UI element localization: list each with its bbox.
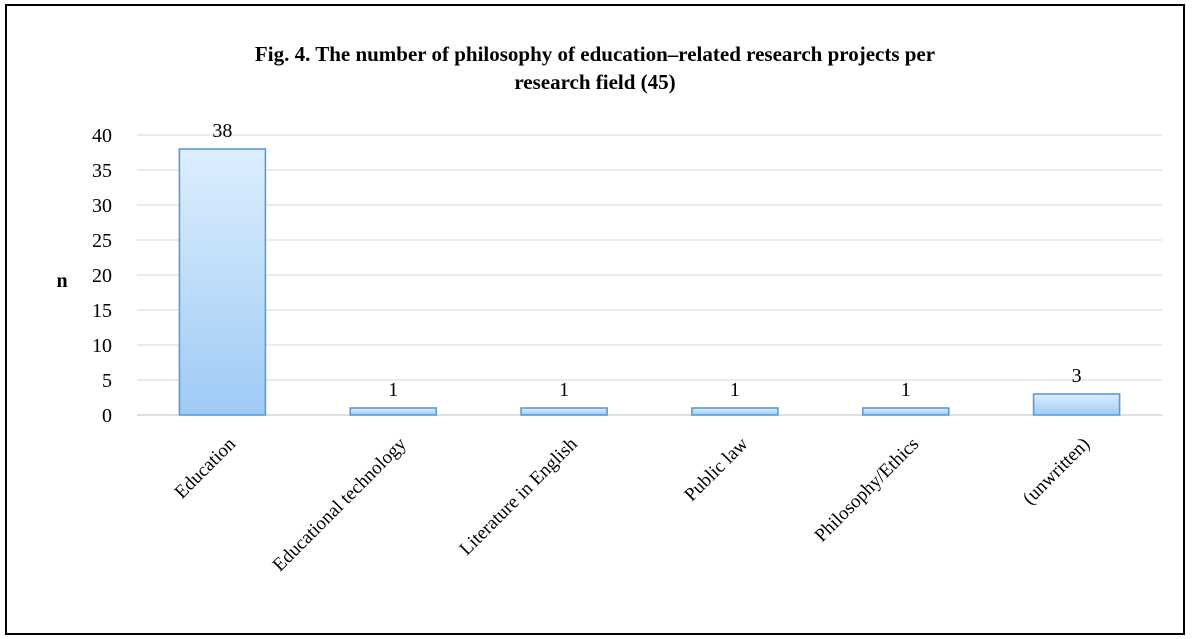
bar <box>861 407 950 416</box>
chart-title-line-1: Fig. 4. The number of philosophy of educ… <box>255 42 935 66</box>
bar <box>1032 393 1121 416</box>
y-axis-label: n <box>56 270 67 292</box>
bar <box>520 407 608 416</box>
y-tick-label: 35 <box>92 160 112 182</box>
x-tick-label: Philosophy/Ethics <box>811 434 924 547</box>
x-tick-label: Educational technology <box>269 433 411 575</box>
y-tick-label: 15 <box>92 300 112 322</box>
bar <box>349 407 438 416</box>
y-tick-label: 20 <box>92 265 112 287</box>
data-label: 38 <box>212 120 232 142</box>
x-tick-label: Public law <box>681 433 753 505</box>
bar <box>178 148 267 416</box>
data-label: 3 <box>1072 365 1082 387</box>
data-label: 1 <box>730 379 740 401</box>
y-tick-label: 0 <box>102 405 112 427</box>
x-tick-label: (unwritten) <box>1019 434 1094 509</box>
y-tick-label: 5 <box>102 370 112 392</box>
y-tick-label: 10 <box>92 335 112 357</box>
y-tick-label: 30 <box>92 195 112 217</box>
x-tick-label: Literature in English <box>456 433 582 559</box>
data-label: 1 <box>559 379 569 401</box>
y-tick-label: 40 <box>92 125 112 147</box>
y-tick-label: 25 <box>92 230 112 252</box>
x-tick-label: Education <box>171 433 241 503</box>
data-label: 1 <box>901 379 911 401</box>
data-label: 1 <box>388 379 398 401</box>
chart-title-line-2: research field (45) <box>514 70 675 94</box>
bar <box>691 407 779 416</box>
